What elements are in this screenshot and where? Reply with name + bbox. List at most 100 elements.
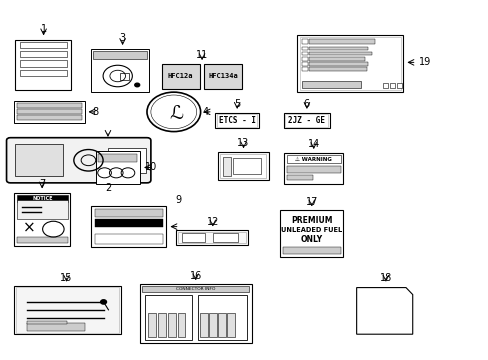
Text: UNLEADED FUEL: UNLEADED FUEL [281, 227, 342, 233]
Bar [280, 211, 343, 257]
Bar [17, 195, 68, 202]
Bar [302, 46, 307, 50]
Text: 13: 13 [237, 139, 249, 148]
Text: 11: 11 [196, 50, 208, 60]
Bar [282, 247, 340, 254]
Polygon shape [356, 288, 412, 334]
Bar [302, 81, 360, 88]
Bar [93, 51, 147, 59]
Text: ℒ: ℒ [169, 104, 183, 123]
Text: 5: 5 [234, 99, 240, 109]
Bar [227, 313, 234, 337]
Bar [302, 40, 307, 44]
Text: CONNECTOR INFO: CONNECTOR INFO [176, 287, 215, 291]
Text: PREMIUM: PREMIUM [290, 216, 332, 225]
Bar [217, 152, 268, 180]
Bar [96, 151, 140, 184]
Bar [17, 109, 82, 114]
Text: 15: 15 [60, 273, 73, 283]
Bar [286, 166, 340, 173]
Bar [95, 219, 162, 227]
Bar [176, 230, 248, 244]
Bar [302, 62, 307, 66]
Text: 1: 1 [41, 24, 46, 35]
Bar [14, 101, 85, 123]
Bar [215, 113, 259, 128]
FancyBboxPatch shape [6, 138, 151, 183]
Bar [120, 73, 129, 80]
Bar [297, 35, 403, 92]
Bar [177, 313, 185, 337]
Bar [283, 113, 329, 128]
Bar [382, 83, 387, 88]
Bar [108, 148, 146, 173]
Text: 10: 10 [144, 162, 157, 172]
Bar [15, 144, 63, 176]
Text: 2JZ - GE: 2JZ - GE [287, 116, 325, 125]
Bar [20, 41, 66, 48]
Bar [222, 157, 231, 176]
Bar [16, 287, 119, 333]
Bar [217, 114, 257, 127]
Bar [91, 49, 149, 92]
Bar [309, 46, 367, 50]
Bar [15, 40, 71, 90]
Bar [95, 209, 162, 217]
Bar [182, 233, 205, 242]
Bar [14, 286, 121, 334]
Bar [17, 116, 82, 120]
Bar [302, 51, 307, 55]
Text: 9: 9 [175, 195, 182, 205]
Bar [144, 295, 191, 339]
Bar [396, 83, 401, 88]
Text: NOTICE: NOTICE [32, 196, 53, 201]
Bar [309, 57, 365, 61]
Bar [285, 114, 327, 127]
Bar [142, 286, 249, 292]
Bar [167, 313, 175, 337]
Bar [17, 103, 82, 108]
Bar [26, 323, 85, 330]
Text: ⚠ WARNING: ⚠ WARNING [295, 157, 331, 162]
Text: 17: 17 [305, 197, 317, 207]
Bar [212, 233, 238, 242]
Bar [98, 154, 137, 162]
Text: 3: 3 [119, 33, 125, 43]
Text: ONLY: ONLY [300, 235, 322, 244]
Text: 18: 18 [379, 273, 391, 283]
Text: HFC12a: HFC12a [168, 73, 193, 79]
Bar [198, 295, 247, 339]
Text: 8: 8 [93, 107, 99, 117]
Bar [200, 313, 207, 337]
Bar [302, 67, 307, 71]
Bar [161, 64, 200, 89]
Bar [158, 313, 165, 337]
Bar [148, 313, 156, 337]
Text: HFC134a: HFC134a [207, 73, 237, 79]
Text: 12: 12 [206, 217, 219, 226]
Bar [309, 67, 366, 71]
Bar [140, 284, 251, 343]
Bar [284, 153, 342, 184]
Bar [20, 69, 66, 76]
Bar [286, 155, 340, 163]
Text: 2: 2 [104, 183, 111, 193]
Bar [299, 37, 400, 90]
Bar [17, 237, 68, 243]
Text: 4: 4 [202, 107, 208, 117]
Text: ×: × [22, 221, 35, 236]
Text: 6: 6 [303, 99, 309, 109]
Bar [20, 60, 66, 67]
Bar [309, 51, 371, 55]
Bar [95, 234, 162, 244]
Text: ETCS - I: ETCS - I [218, 116, 255, 125]
Bar [233, 158, 261, 174]
Bar [220, 154, 266, 178]
Text: 16: 16 [189, 271, 202, 281]
Bar [20, 51, 66, 57]
Bar [309, 40, 374, 44]
Bar [178, 231, 246, 243]
Bar [14, 193, 70, 246]
Bar [286, 175, 313, 180]
Circle shape [101, 300, 106, 304]
